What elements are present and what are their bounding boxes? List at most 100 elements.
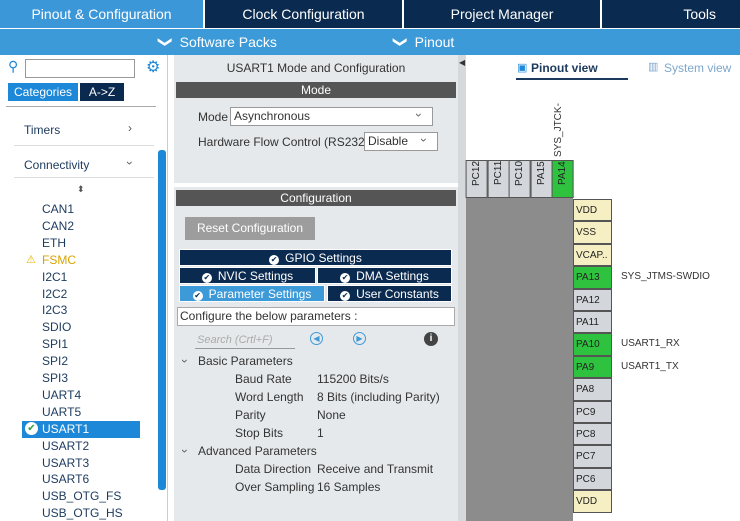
check-icon: ✔ — [340, 291, 351, 301]
peripheral-item[interactable]: SPI2 — [42, 354, 69, 369]
pin[interactable]: PC8 — [573, 423, 612, 446]
dropdown[interactable]: Disable — [364, 132, 438, 151]
chevron-icon: ❯ — [392, 36, 409, 48]
pin[interactable]: VDD — [573, 490, 612, 513]
settings-tab[interactable]: ✔ NVIC Settings — [179, 267, 316, 284]
top-tab[interactable]: Pinout & Configuration — [0, 0, 203, 28]
top-tab[interactable]: Project Manager — [404, 0, 600, 28]
settings-tab[interactable]: ✔ Parameter Settings — [179, 285, 325, 302]
tab-label: Parameter Settings — [208, 287, 312, 301]
param-name: Baud Rate — [235, 372, 292, 386]
left-panel — [0, 55, 168, 521]
param-search[interactable]: Search (Crtl+F) — [195, 333, 295, 349]
section-header: Configuration — [176, 190, 456, 206]
pin[interactable]: VSS — [573, 221, 612, 244]
pin[interactable]: PA15 — [530, 160, 553, 198]
pin[interactable]: PC9 — [573, 400, 612, 423]
param-name: Parity — [235, 408, 266, 422]
peripheral-item[interactable]: ETH — [42, 235, 66, 250]
category-group[interactable]: Connectivity — [24, 158, 90, 172]
pin[interactable]: PA11 — [573, 311, 612, 334]
pin[interactable]: VCAP.. — [573, 243, 612, 267]
sub-menu[interactable]: ❯ Software Packs — [158, 29, 277, 55]
system-tab[interactable]: System view — [664, 61, 732, 75]
dropdown[interactable]: Asynchronous — [230, 107, 433, 126]
param-name: Over Sampling — [235, 480, 315, 494]
peripheral-item[interactable]: I2C1 — [42, 269, 68, 284]
prev-button[interactable]: ◀ — [310, 332, 323, 345]
sub-menu-label: Software Packs — [179, 34, 277, 50]
check-icon: ✔ — [25, 421, 38, 435]
peripheral-item[interactable]: USART6 — [42, 472, 90, 487]
pin[interactable]: PA8 — [573, 378, 612, 401]
settings-tab[interactable]: ✔ User Constants — [327, 285, 452, 302]
peripheral-item[interactable]: SPI3 — [42, 371, 69, 385]
settings-tab[interactable]: ✔ DMA Settings — [317, 267, 452, 284]
param-value[interactable]: None — [317, 408, 346, 422]
peripheral-item[interactable]: I2C2 — [42, 286, 68, 301]
peripheral-item[interactable]: FSMC — [42, 252, 76, 267]
pin[interactable]: PA12 — [573, 288, 612, 311]
pin-signal: USART1_TX — [621, 360, 679, 372]
peripheral-item[interactable]: USART3 — [42, 455, 90, 470]
divider — [14, 177, 154, 178]
peripheral-item[interactable]: SDIO — [42, 320, 72, 335]
param-value[interactable]: 1 — [317, 426, 324, 440]
peripheral-item[interactable]: SPI1 — [42, 337, 69, 352]
sub-menu[interactable]: ❯ Pinout — [393, 29, 455, 55]
pin[interactable]: PA10 — [573, 333, 612, 356]
check-icon: ✔ — [340, 273, 351, 283]
param-value[interactable]: 16 Samples — [317, 480, 381, 494]
tab-label: DMA Settings — [356, 269, 429, 283]
peripheral-item[interactable]: USART2 — [42, 438, 90, 453]
pin[interactable]: VDD — [573, 199, 612, 222]
tab-label: User Constants — [356, 287, 439, 301]
peripheral-item[interactable]: USART1 — [42, 421, 90, 436]
pin-signal: SYS_JTMS-SWDIO — [621, 271, 710, 283]
chevron: › — [123, 161, 137, 165]
param-group[interactable]: Basic Parameters — [198, 354, 293, 368]
view-tab[interactable]: Categories — [8, 83, 78, 101]
pin[interactable]: PC7 — [573, 445, 612, 468]
search-icon: ⚲ — [8, 58, 19, 74]
peripheral-item[interactable]: UART5 — [42, 404, 82, 419]
param-value[interactable]: 115200 Bits/s — [317, 372, 389, 386]
param-name: Data Direction — [235, 462, 312, 476]
param-name: Word Length — [235, 390, 304, 404]
settings-icon[interactable]: ⚙ — [146, 59, 161, 76]
divider — [174, 183, 458, 187]
chevron: › — [128, 121, 132, 135]
field-label: Mode — [198, 110, 229, 124]
next-button[interactable]: ▶ — [353, 332, 366, 345]
splitter — [458, 55, 466, 521]
peripheral-item[interactable]: UART4 — [42, 387, 82, 402]
top-tab[interactable]: Tools — [602, 0, 740, 28]
peripheral-item[interactable]: USB_OTG_HS — [42, 506, 123, 521]
tab-label: NVIC Settings — [217, 269, 294, 283]
param-group[interactable]: Advanced Parameters — [198, 444, 317, 458]
param-value[interactable]: Receive and Transmit — [317, 462, 434, 476]
top-tab[interactable]: Clock Configuration — [205, 0, 402, 28]
divider — [6, 106, 156, 107]
peripheral-item[interactable]: CAN1 — [42, 202, 75, 216]
pinout-tab[interactable]: Pinout view — [531, 61, 598, 75]
peripheral-item[interactable]: I2C3 — [42, 303, 68, 318]
peripheral-item[interactable]: USB_OTG_FS — [42, 489, 122, 504]
sub-menu-label: Pinout — [414, 34, 455, 50]
settings-tab[interactable]: ✔ GPIO Settings — [179, 249, 452, 266]
dropdown-arrow: › — [417, 138, 431, 142]
reset-button[interactable]: Reset Configuration — [185, 217, 315, 240]
search-box[interactable] — [25, 59, 135, 78]
pin[interactable]: PC12 — [466, 160, 488, 198]
view-tab[interactable]: A->Z — [80, 83, 124, 101]
pin[interactable]: PA14 — [552, 160, 574, 198]
pin[interactable]: PC11 — [487, 160, 510, 198]
pin[interactable]: PC10 — [509, 160, 531, 198]
pin[interactable]: PA13 — [573, 266, 612, 289]
category-group[interactable]: Timers — [24, 123, 61, 137]
param-value[interactable]: 8 Bits (including Parity) — [317, 390, 440, 404]
pin[interactable]: PC6 — [573, 467, 612, 491]
pin[interactable]: PA9 — [573, 355, 612, 379]
peripheral-item[interactable]: CAN2 — [42, 218, 75, 233]
panel-title: USART1 Mode and Configuration — [226, 61, 406, 75]
